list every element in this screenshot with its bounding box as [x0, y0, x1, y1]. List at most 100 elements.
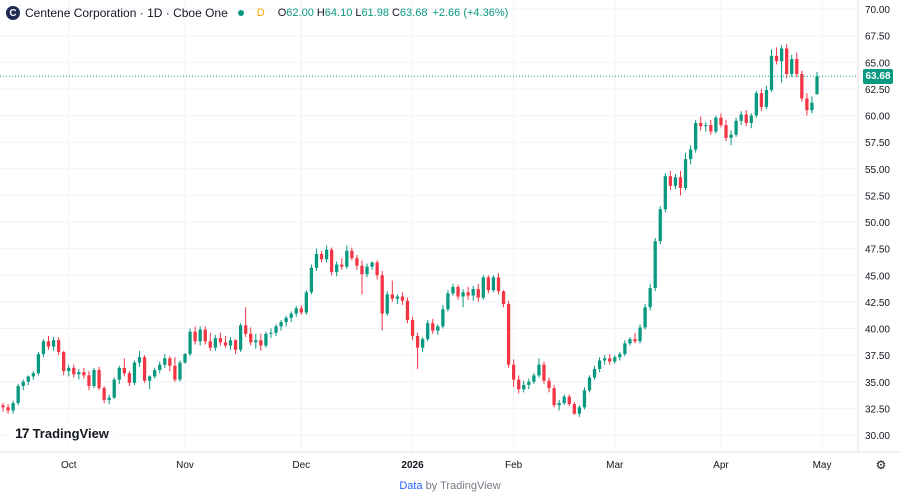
candle [380, 270, 384, 331]
candle [805, 93, 809, 116]
tradingview-logo[interactable]: 17 TradingView [9, 422, 115, 444]
candle-body [410, 319, 415, 336]
candle-body [557, 403, 561, 406]
candle [426, 319, 430, 342]
candle [688, 145, 693, 165]
candle [567, 394, 571, 407]
candle-body [537, 364, 541, 376]
candle-body [694, 122, 698, 150]
candle-body [754, 93, 758, 116]
x-tick-label: Dec [292, 460, 310, 471]
candle [810, 96, 814, 114]
candle [213, 334, 217, 351]
candle-body [415, 335, 420, 348]
candle [597, 357, 602, 373]
gear-icon[interactable]: ⚙ [875, 458, 887, 472]
candle-body [527, 381, 531, 385]
data-credit: Data by TradingView [0, 480, 900, 492]
candle-body [471, 289, 475, 296]
candle-body [46, 341, 51, 347]
candle [415, 332, 420, 369]
candle-body [800, 73, 804, 99]
candle-body [319, 253, 324, 260]
y-tick-label: 30.00 [865, 431, 890, 442]
candle [178, 360, 182, 382]
candle [582, 387, 587, 410]
y-tick-label: 60.00 [865, 112, 890, 123]
candle [552, 384, 556, 408]
candle [188, 328, 192, 357]
candle-body [56, 340, 61, 352]
candle-body [461, 292, 465, 297]
candle [142, 355, 147, 383]
candle [350, 247, 354, 261]
candle [481, 275, 485, 300]
candle [198, 326, 202, 346]
candle [441, 305, 445, 329]
candle [592, 365, 597, 380]
symbol-title[interactable]: Centene Corporation · 1D · Cboe One [25, 6, 228, 20]
candle [304, 290, 308, 315]
candle-body [72, 367, 76, 375]
candle-body [1, 405, 5, 408]
candle-body [577, 407, 582, 414]
candle [168, 356, 172, 372]
x-tick-label: Oct [61, 460, 77, 471]
data-link[interactable]: Data [399, 480, 423, 492]
candle [577, 405, 582, 417]
candle-body [699, 122, 703, 127]
candle [365, 263, 369, 278]
candle [385, 291, 389, 316]
candle [461, 289, 465, 308]
candle [92, 367, 96, 389]
candle [264, 331, 268, 348]
candle-body [466, 292, 470, 296]
y-tick-label: 62.50 [865, 85, 890, 96]
candle-body [673, 177, 678, 186]
credit-by-text: by TradingView [425, 480, 501, 492]
x-tick-label: Apr [713, 460, 729, 471]
candle [370, 261, 374, 270]
candle-body [11, 403, 15, 411]
candle [294, 306, 298, 317]
candles [1, 44, 819, 417]
candle-body [218, 338, 223, 343]
candle-body [173, 365, 177, 380]
candle [512, 359, 516, 388]
candle-body [608, 358, 612, 362]
y-tick-label: 32.50 [865, 404, 890, 415]
candle [754, 91, 758, 118]
candle-body [613, 357, 617, 362]
candle [1, 403, 5, 412]
candle [274, 324, 278, 336]
candle-body [82, 372, 86, 376]
candle-body [16, 386, 20, 404]
candle-body [420, 339, 425, 348]
candle [633, 332, 637, 344]
candle-body [704, 125, 708, 127]
candle-body [127, 373, 132, 383]
candle [608, 354, 612, 365]
candle [355, 255, 359, 270]
candle [6, 404, 10, 414]
candle-body [289, 313, 293, 318]
tradingview-logo-text: TradingView [32, 425, 109, 441]
candle-body [587, 377, 592, 391]
candle [779, 45, 784, 83]
candle-body [815, 76, 819, 95]
candle-body [451, 286, 455, 294]
candle-body [633, 339, 637, 342]
open-value: 62.00 [286, 7, 314, 19]
candle-body [653, 241, 657, 289]
candle [643, 304, 647, 330]
candle [704, 121, 708, 132]
candle [638, 324, 642, 344]
candle [739, 111, 743, 126]
candle [254, 333, 258, 349]
candle [456, 284, 460, 300]
candle-body [92, 370, 96, 387]
delay-badge[interactable]: D [256, 7, 265, 19]
candle [400, 292, 405, 306]
candle [223, 335, 228, 348]
